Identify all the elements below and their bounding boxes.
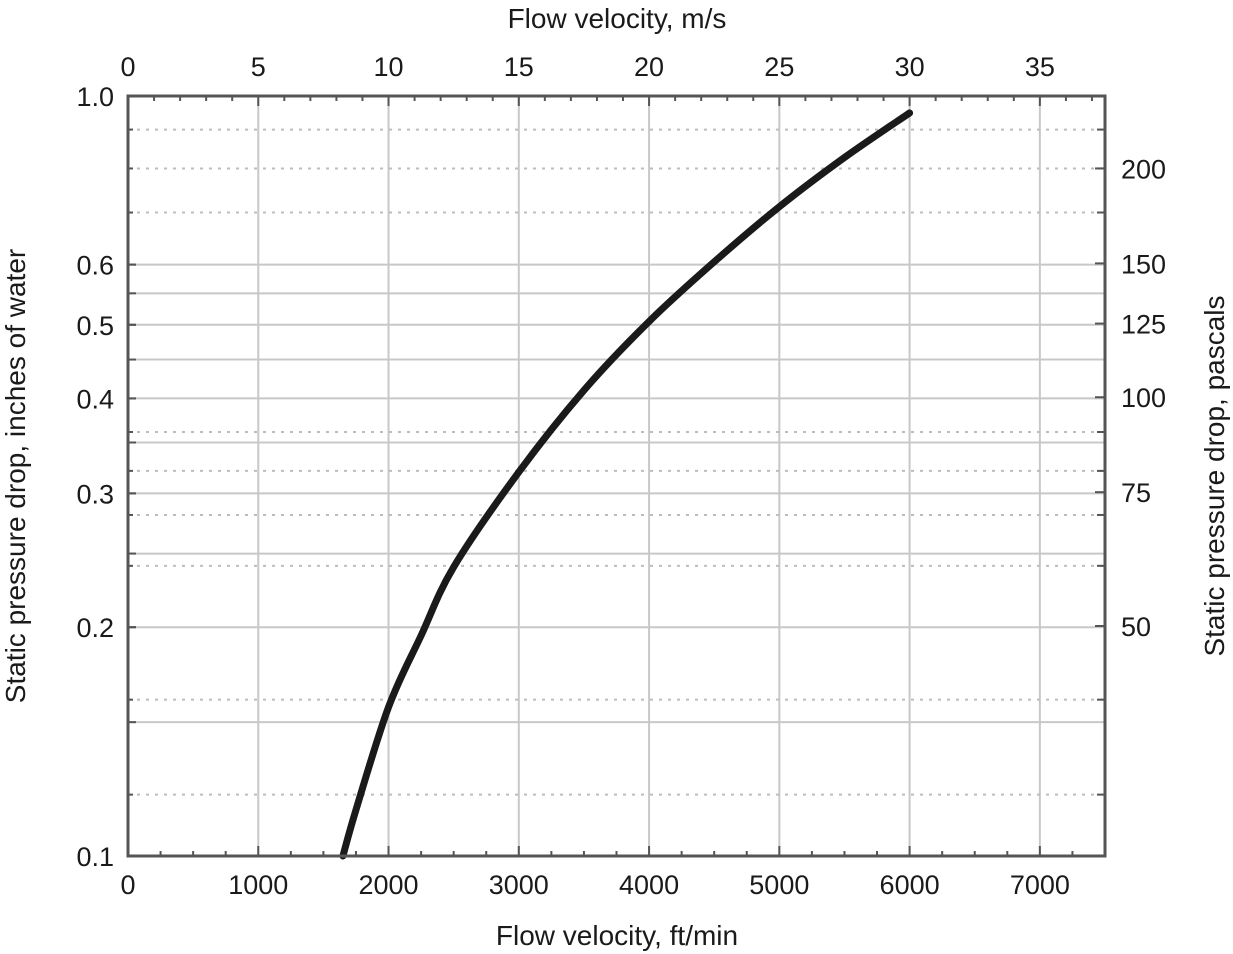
left-axis-title: Static pressure drop, inches of water	[0, 249, 31, 703]
top-axis-title: Flow velocity, m/s	[508, 3, 727, 34]
top-tick-label: 20	[634, 52, 664, 82]
bottom-tick-label: 1000	[228, 870, 288, 900]
right-axis-title: Static pressure drop, pascals	[1199, 295, 1230, 656]
bottom-axis-title: Flow velocity, ft/min	[496, 920, 738, 951]
right-tick-label: 125	[1121, 310, 1166, 340]
right-tick-label: 75	[1121, 478, 1151, 508]
bottom-tick-label: 5000	[749, 870, 809, 900]
top-tick-label: 30	[895, 52, 925, 82]
bottom-tick-label: 4000	[619, 870, 679, 900]
right-tick-label: 150	[1121, 249, 1166, 279]
bottom-tick-label: 7000	[1010, 870, 1070, 900]
top-tick-label: 15	[504, 52, 534, 82]
left-tick-label: 0.1	[76, 842, 114, 872]
left-tick-label: 0.3	[76, 479, 114, 509]
bottom-tick-label: 3000	[489, 870, 549, 900]
top-tick-label: 0	[120, 52, 135, 82]
plot-frame	[126, 94, 1107, 858]
right-tick-label: 200	[1121, 154, 1166, 184]
data-series	[339, 109, 914, 860]
top-tick-label: 25	[764, 52, 794, 82]
bottom-tick-label: 6000	[880, 870, 940, 900]
top-tick-label: 35	[1025, 52, 1055, 82]
top-tick-label: 5	[251, 52, 266, 82]
left-tick-label: 0.4	[76, 384, 114, 414]
left-tick-label: 0.5	[76, 311, 114, 341]
bottom-tick-label: 0	[120, 870, 135, 900]
plot-border	[126, 94, 1107, 858]
right-tick-label: 50	[1121, 612, 1151, 642]
left-tick-label: 1.0	[76, 82, 114, 112]
grid-lines	[128, 96, 1105, 856]
left-tick-label: 0.6	[76, 251, 114, 281]
right-tick-label: 100	[1121, 383, 1166, 413]
pressure-drop-curve	[339, 109, 914, 860]
top-tick-label: 10	[374, 52, 404, 82]
left-tick-label: 0.2	[76, 613, 114, 643]
bottom-tick-label: 2000	[358, 870, 418, 900]
tick-labels: 0 1000 2000 3000 4000 5000 6000 7000 0 5 10 15 20 25 3…	[76, 52, 1166, 900]
